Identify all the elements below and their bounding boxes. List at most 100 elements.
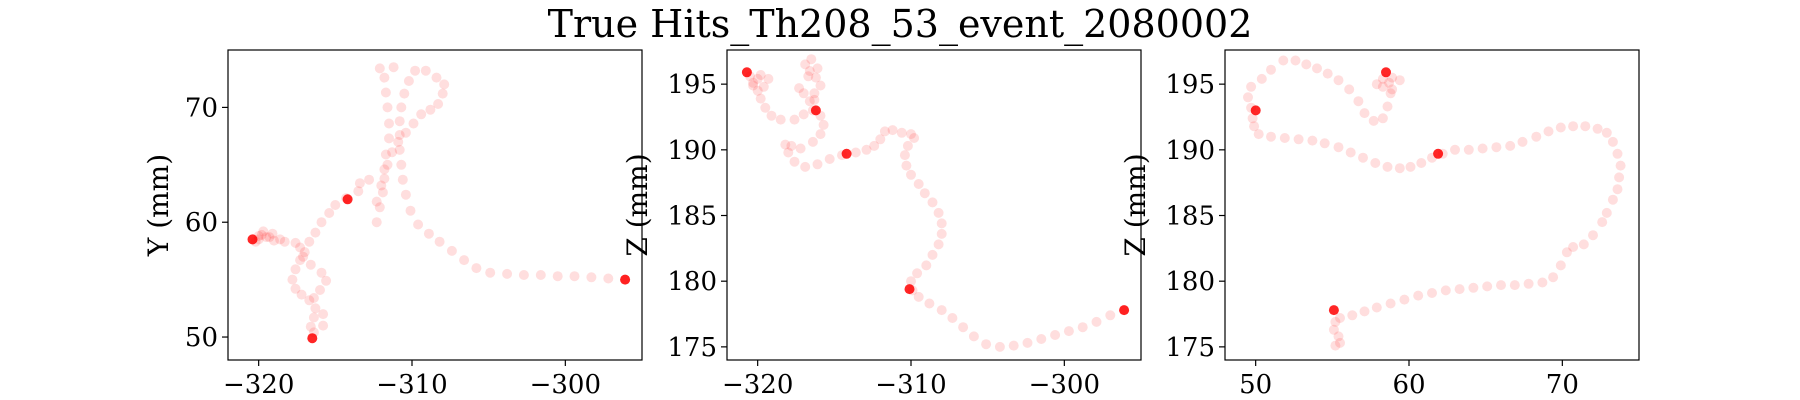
hit-point: [1333, 142, 1344, 153]
hit-point: [869, 140, 880, 151]
hit-point: [310, 227, 321, 238]
hit-point: [1505, 140, 1516, 151]
hit-point: [1036, 334, 1047, 344]
y-tick-label: 175: [1165, 333, 1215, 363]
hit-point: [1387, 84, 1398, 95]
hit-point: [1328, 324, 1339, 335]
hit-point: [1517, 136, 1528, 147]
hit-point: [374, 202, 385, 213]
hit-point: [405, 205, 416, 216]
hit-point: [400, 127, 411, 138]
subplot-3: 50 60 70 175 180 185 190 195 Z (mm): [1119, 49, 1640, 400]
hit-point: [1601, 207, 1612, 218]
hit-point: [1394, 75, 1405, 86]
hit-point: [936, 228, 947, 239]
hit-point: [812, 63, 823, 74]
hit-point: [393, 136, 404, 147]
hit-point: [755, 93, 766, 104]
hit-point: [258, 226, 269, 237]
subplot-1: −320 −310 −300 50 60 70 Y (mm): [142, 49, 643, 400]
hit-point: [755, 70, 766, 80]
hit-point: [1592, 123, 1603, 134]
hit-point: [1330, 316, 1341, 327]
hit-point: [552, 271, 563, 282]
hit-point: [1371, 302, 1382, 313]
hit-point: [1278, 55, 1289, 66]
hit-point: [304, 236, 315, 247]
hit-point: [364, 174, 375, 185]
hit-point: [824, 154, 835, 164]
hit-point: [758, 81, 769, 92]
hit-point: [1496, 280, 1506, 291]
hit-point: [780, 139, 791, 150]
hit-point: [413, 219, 424, 230]
hit-point: [789, 156, 800, 167]
hit-point: [1293, 134, 1304, 145]
hit-point: [569, 271, 580, 282]
axes-frame: [227, 49, 643, 361]
hit-point: [1322, 68, 1333, 79]
hit-point: [304, 295, 315, 306]
hit-point: [1358, 152, 1368, 163]
marker-point: [810, 105, 821, 116]
hit-point: [763, 73, 774, 84]
hit-point: [374, 63, 385, 74]
hit-point: [1353, 96, 1364, 107]
hit-point: [354, 178, 365, 189]
hit-point: [906, 276, 916, 287]
hit-point: [1319, 138, 1330, 149]
hit-point: [1597, 217, 1608, 228]
hit-point: [1555, 122, 1566, 133]
hit-point: [901, 160, 912, 171]
marker-point: [1250, 105, 1261, 116]
hit-point: [416, 109, 427, 120]
hit-point: [1580, 121, 1591, 132]
hit-point: [752, 73, 763, 84]
hit-point: [1368, 115, 1379, 126]
hit-point: [798, 88, 809, 99]
hit-point: [902, 140, 913, 151]
hit-point: [1413, 290, 1424, 301]
hit-point: [308, 293, 319, 303]
y-tick-label: 195: [1165, 70, 1215, 100]
x-tick-label: 70: [1546, 370, 1579, 400]
hit-point: [906, 169, 916, 180]
hit-point: [933, 239, 944, 250]
hit-point: [316, 267, 327, 278]
y-tick-label: 70: [185, 93, 218, 123]
x-tick-label: −320: [722, 370, 793, 400]
hit-point: [1359, 108, 1370, 119]
y-tick-label: 180: [1165, 267, 1215, 297]
hit-point: [431, 72, 442, 83]
x-tick-label: −310: [376, 370, 447, 400]
y-axis-label: Z (mm): [1119, 153, 1152, 256]
hit-point: [1347, 310, 1358, 321]
hit-point: [804, 66, 815, 76]
hit-point: [388, 62, 399, 73]
hit-point: [315, 285, 325, 295]
hit-point: [1344, 84, 1355, 95]
hit-point: [766, 110, 777, 121]
hit-point: [798, 109, 809, 120]
hit-point: [850, 147, 861, 158]
hit-point: [1382, 161, 1393, 172]
hit-point: [1333, 75, 1344, 86]
hit-point: [296, 289, 307, 300]
hit-point: [1243, 92, 1253, 103]
hit-point: [786, 140, 797, 151]
hit-point: [399, 88, 410, 99]
y-axis-label: Y (mm): [142, 154, 175, 257]
x-tick-label: −310: [875, 370, 946, 400]
hit-point: [936, 305, 947, 316]
hit-point: [1256, 73, 1267, 84]
figure-title: True Hits_Th208_53_event_2080002: [547, 2, 1253, 46]
hit-point: [879, 126, 890, 137]
hit-point: [1578, 239, 1589, 250]
hit-point: [1531, 131, 1542, 142]
hit-point: [1371, 79, 1382, 90]
x-tick-label: −300: [1029, 370, 1100, 400]
hit-point: [382, 102, 393, 113]
hit-point: [485, 267, 496, 278]
hit-point: [752, 85, 763, 96]
